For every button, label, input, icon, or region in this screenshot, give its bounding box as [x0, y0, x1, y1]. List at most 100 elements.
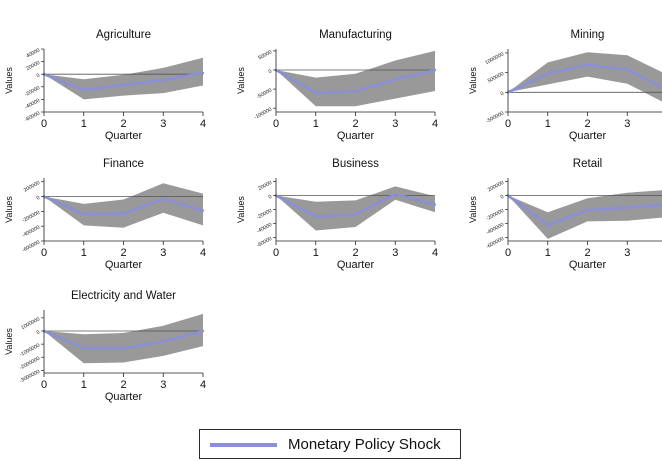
panel-title: Manufacturing: [319, 29, 392, 41]
x-tick-label: 3: [392, 118, 398, 130]
y-tick-label: -400000: [21, 225, 41, 239]
panel-title: Electricity and Water: [71, 290, 176, 302]
panel-title: Agriculture: [96, 29, 151, 41]
x-tick-label: 3: [392, 247, 398, 259]
x-tick-label: 0: [273, 247, 279, 259]
x-tick-label: 0: [273, 118, 279, 130]
x-axis-label: Quarter: [569, 130, 607, 142]
x-tick-label: 1: [81, 247, 87, 259]
data-point: [162, 197, 165, 200]
y-tick-label: 0: [36, 329, 41, 336]
y-tick-label: 20000: [25, 60, 41, 72]
data-point: [626, 68, 629, 71]
x-axis-label: Quarter: [337, 130, 375, 142]
x-tick-label: 2: [120, 379, 126, 391]
x-tick-label: 4: [432, 247, 438, 259]
data-point: [546, 223, 549, 227]
legend-label: Monetary Policy Shock: [288, 436, 441, 453]
data-point: [201, 329, 205, 333]
data-point: [394, 192, 397, 196]
y-tick-label: 0: [500, 194, 505, 201]
confidence-band: [276, 50, 435, 107]
legend: Monetary Policy Shock: [199, 429, 461, 459]
panel-manufacturing: 500000-50000-1000000 1 2 3 4ManufacturingQua…: [236, 29, 438, 142]
y-tick-label: 1000000: [20, 316, 41, 331]
data-point: [626, 206, 629, 209]
x-tick-label: 2: [352, 247, 358, 259]
data-point: [162, 340, 165, 343]
data-point: [546, 72, 549, 75]
data-point: [122, 83, 125, 87]
data-point: [122, 212, 125, 215]
data-point: [354, 89, 357, 93]
y-tick-label: -60000: [24, 110, 41, 123]
y-axis-label: Values: [4, 196, 14, 223]
data-point: [586, 63, 589, 66]
x-tick-label: 3: [624, 118, 630, 130]
data-point: [122, 346, 125, 350]
x-tick-label: 1: [545, 247, 551, 259]
y-tick-label: 500000: [487, 71, 505, 84]
y-tick-label: -50000: [256, 88, 273, 101]
x-tick-label: 0: [505, 118, 511, 130]
confidence-band: [44, 313, 203, 364]
y-tick-label: 0: [500, 91, 505, 98]
data-point: [314, 91, 317, 95]
panel-business: 200000-20000-40000-600000 1 2 3 4BusinessQua…: [236, 158, 438, 271]
x-tick-label: 3: [160, 118, 166, 130]
data-point: [82, 213, 85, 216]
legend-swatch: [210, 443, 277, 447]
x-tick-label: 2: [584, 247, 590, 259]
y-tick-label: -200000: [21, 210, 41, 224]
data-point: [354, 213, 357, 216]
x-tick-label: 0: [41, 118, 47, 130]
data-point: [162, 78, 165, 82]
y-tick-label: -600000: [21, 239, 41, 253]
x-tick-label: 1: [313, 247, 319, 259]
y-tick-label: 0: [268, 68, 273, 75]
confidence-band: [44, 183, 203, 228]
confidence-band: [276, 186, 435, 231]
y-tick-label: 20000: [257, 180, 273, 192]
panel-mining: 10000005000000-50000001234MiningQuarterV…: [468, 29, 662, 142]
x-tick-label: 3: [160, 247, 166, 259]
data-point: [394, 78, 397, 81]
panel-title: Finance: [103, 158, 144, 170]
y-tick-label: 0: [36, 195, 41, 202]
panel-title: Business: [332, 158, 379, 170]
y-tick-label: 1000000: [484, 51, 505, 66]
y-tick-label: -500000: [485, 110, 505, 124]
y-tick-label: 50000: [257, 49, 273, 61]
x-tick-label: 0: [505, 247, 511, 259]
x-axis-label: Quarter: [105, 130, 143, 142]
y-tick-label: -20000: [256, 208, 273, 221]
y-tick-label: 40000: [25, 47, 41, 59]
y-axis-label: Values: [468, 67, 478, 94]
x-tick-label: 0: [41, 379, 47, 391]
y-tick-label: 200000: [23, 180, 41, 193]
y-tick-label: -100000: [253, 107, 273, 121]
y-tick-label: 0: [268, 194, 273, 201]
y-tick-label: -600000: [485, 236, 505, 250]
x-tick-label: 2: [584, 118, 590, 130]
y-axis-label: Values: [4, 328, 14, 355]
y-tick-label: -20000: [24, 85, 41, 98]
y-tick-label: -3000000: [19, 369, 41, 385]
y-axis-label: Values: [236, 196, 246, 223]
x-tick-label: 4: [200, 247, 206, 259]
confidence-band: [508, 52, 662, 102]
panel-title: Mining: [571, 29, 605, 41]
x-tick-label: 4: [200, 118, 206, 130]
x-tick-label: 3: [624, 247, 630, 259]
y-tick-label: -40000: [24, 98, 41, 111]
x-tick-label: 2: [120, 247, 126, 259]
y-tick-label: 0: [36, 73, 41, 80]
panel-retail: 2000000-200000-400000-60000001234RetailQ…: [468, 158, 662, 271]
panel-finance: 2000000-200000-400000-600000 0 1 2 3 4Finance…: [4, 158, 206, 271]
x-axis-label: Quarter: [105, 391, 143, 403]
x-tick-label: 2: [120, 118, 126, 130]
x-tick-label: 4: [200, 379, 206, 391]
